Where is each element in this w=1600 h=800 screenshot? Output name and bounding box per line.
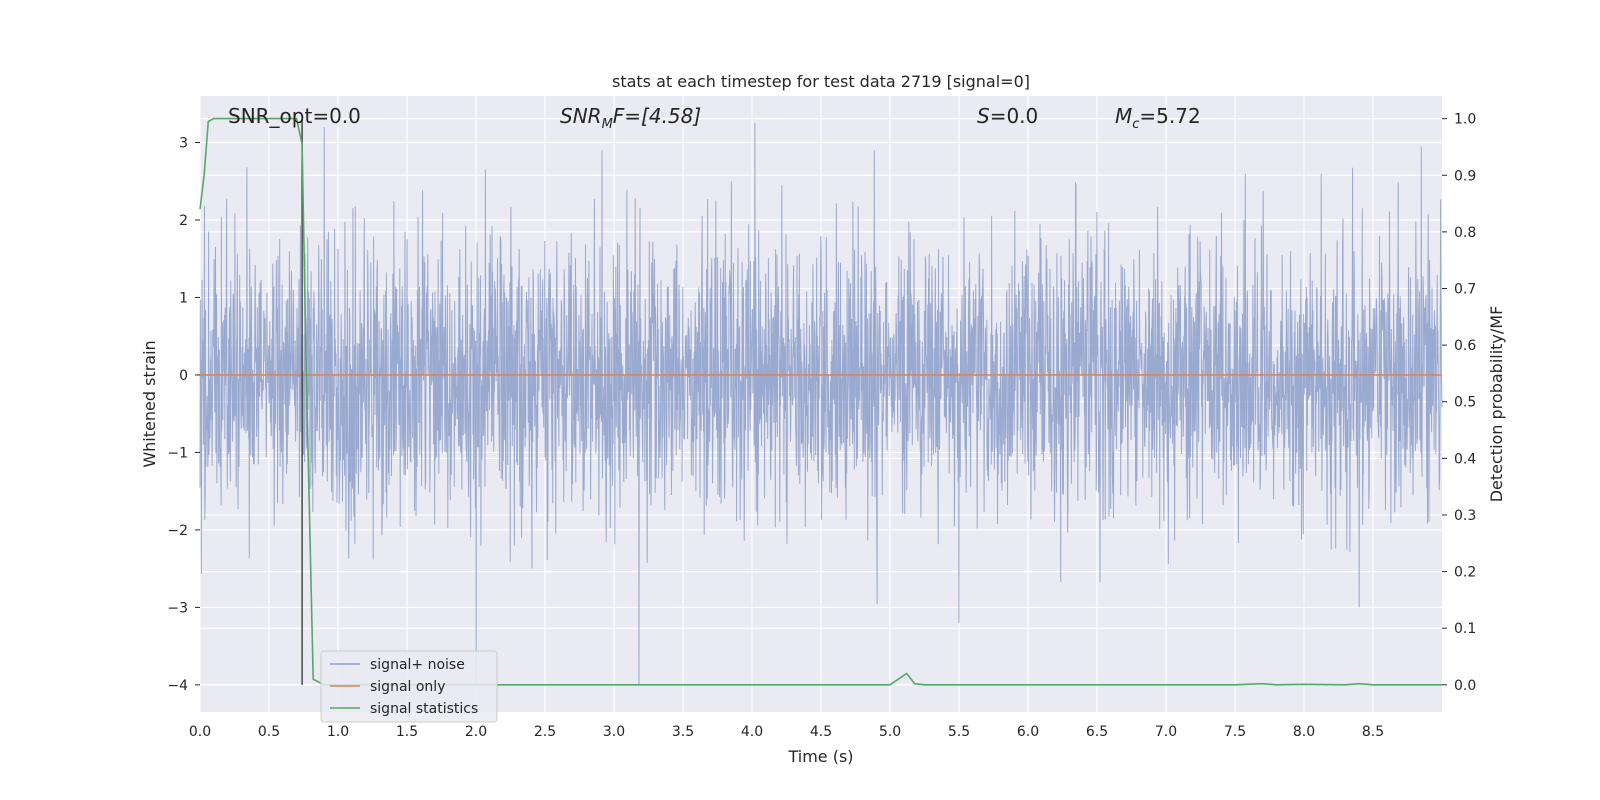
x-tick-label: 5.0 [879,724,901,740]
y2-tick-label: 0.0 [1454,678,1476,694]
y2-tick-label: 0.4 [1454,451,1476,467]
annotation-mc-value: =5.72 [1139,104,1200,128]
x-tick-label: 8.5 [1362,724,1384,740]
y2-ticks: 1.0 0.9 0.8 0.7 0.6 0.5 0.4 0.3 0.2 0.1 0.0 [1442,112,1476,694]
y2-tick-label: 0.7 [1454,282,1476,298]
y-tick-label: −2 [167,523,188,539]
series-signal-noise [199,123,1443,685]
chart-title: stats at each timestep for test data 271… [612,72,1030,91]
x-tick-label: 1.5 [396,724,418,740]
y-tick-label: −4 [167,678,188,694]
annotation-s: S=0.0 [977,104,1038,128]
y2-tick-label: 0.3 [1454,508,1476,524]
x-tick-label: 4.0 [741,724,763,740]
x-tick-label: 2.0 [465,724,487,740]
y2-tick-label: 0.2 [1454,565,1476,581]
y2-tick-label: 1.0 [1454,112,1476,128]
legend-label-signal-only: signal only [370,679,445,695]
x-tick-label: 8.0 [1293,724,1315,740]
y2-tick-label: 0.6 [1454,338,1476,354]
legend-label-signal-noise: signal+ noise [370,657,465,673]
annotation-mc-sub: c [1132,117,1139,132]
x-tick-label: 0.5 [258,724,280,740]
annotation-snr-mf-label: SNR [560,104,602,128]
x-tick-label: 3.5 [672,724,694,740]
x-tick-label: 2.5 [534,724,556,740]
annotation-snr-mf-sub: M [602,117,613,132]
annotation-mc-label: M [1115,104,1132,128]
y-tick-label: 0 [179,368,188,384]
x-tick-label: 5.5 [948,724,970,740]
y2-axis-label: Detection probability/MF [1487,306,1506,503]
y-tick-label: −1 [167,445,188,461]
x-tick-label: 6.0 [1017,724,1039,740]
y-tick-label: −3 [167,600,188,616]
legend-box [320,650,498,723]
x-tick-label: 4.5 [810,724,832,740]
x-tick-label: 7.0 [1155,724,1177,740]
legend: signal+ noise signal only signal statist… [320,650,498,723]
y-tick-label: 2 [179,213,188,229]
y2-tick-label: 0.1 [1454,621,1476,637]
legend-label-signal-statistics: signal statistics [370,701,478,717]
y-tick-label: 1 [179,290,188,306]
signal-noise-line [199,123,1443,685]
series-signal-statistics [199,117,1442,686]
y2-tick-label: 0.5 [1454,395,1476,411]
y2-tick-label: 0.9 [1454,168,1476,184]
annotation-mc: Mc=5.72 [1115,104,1201,132]
y-tick-label: 3 [179,135,188,151]
y-axis-label: Whitened strain [140,340,159,467]
x-ticks: 0.0 0.5 1.0 1.5 2.0 2.5 3.0 3.5 4.0 4.5 5.0 5.5 6.0 6… [189,724,1384,740]
annotation-snr-mf: SNRMF=[4.58] [560,104,701,132]
x-tick-label: 0.0 [189,724,211,740]
annotation-s-value: =0.0 [990,104,1039,128]
x-tick-label: 3.0 [603,724,625,740]
y-ticks: 3 2 1 0 −1 −2 −3 −4 [167,135,200,694]
annotation-snr-mf-value: F=[4.58] [613,104,701,128]
y2-tick-label: 0.8 [1454,225,1476,241]
x-tick-label: 1.0 [327,724,349,740]
x-axis-label: Time (s) [787,747,853,766]
annotation-snr-opt: SNR_opt=0.0 [228,104,361,128]
x-tick-label: 7.5 [1224,724,1246,740]
annotation-s-label: S [977,104,990,128]
x-tick-label: 6.5 [1086,724,1108,740]
signal-statistics-line [199,117,1442,686]
